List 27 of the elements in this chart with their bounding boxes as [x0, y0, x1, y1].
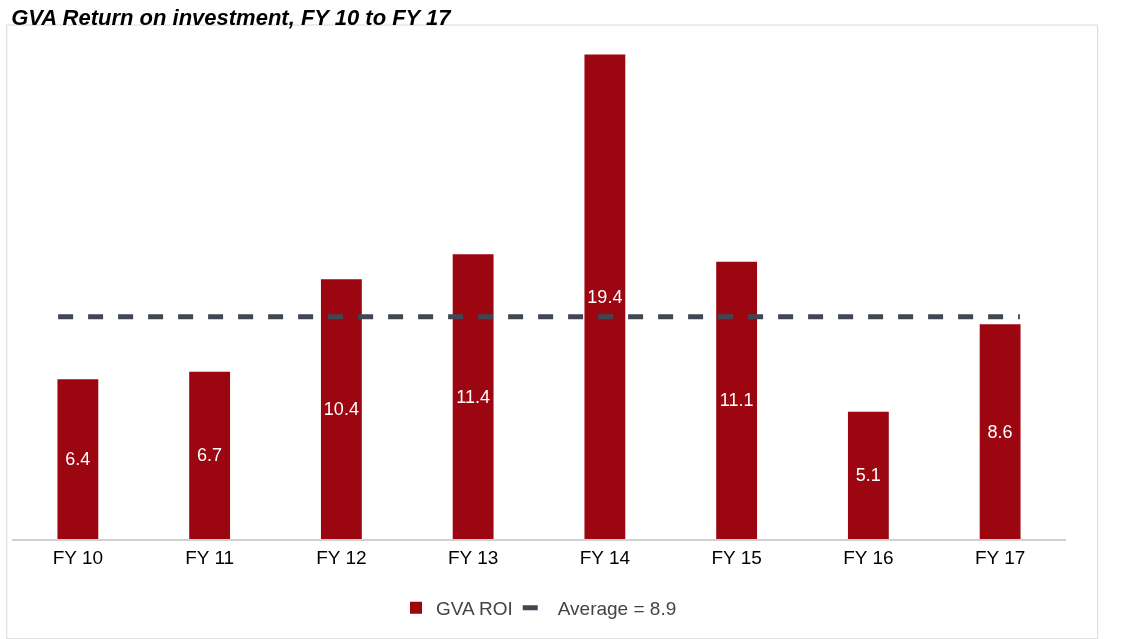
x-tick-label: FY 10: [52, 546, 104, 568]
data-label: 6.4: [65, 449, 91, 470]
bar: [979, 324, 1021, 539]
bar: [847, 411, 889, 539]
data-label: 10.4: [323, 399, 359, 420]
bar: [57, 379, 99, 539]
bar: [452, 254, 494, 539]
x-tick-label: FY 14: [579, 546, 631, 568]
x-tick-label: FY 16: [843, 546, 894, 568]
bar: [189, 371, 231, 539]
data-label: 8.6: [987, 421, 1013, 442]
data-label: 6.7: [197, 445, 223, 466]
bar: [716, 261, 758, 539]
legend-label: GVA ROI: [436, 598, 513, 620]
legend-label: Average = 8.9: [557, 598, 677, 620]
bar: [584, 54, 626, 539]
bar: [320, 279, 362, 539]
x-tick-label: FY 12: [316, 546, 367, 568]
x-tick-label: FY 15: [711, 546, 762, 568]
chart-title: GVA Return on investment, FY 10 to FY 17: [11, 4, 453, 30]
x-tick-label: FY 11: [185, 546, 235, 568]
data-label: 19.4: [587, 286, 623, 307]
data-label: 5.1: [855, 465, 881, 486]
data-label: 11.4: [456, 386, 490, 407]
x-tick-label: FY 13: [447, 546, 499, 568]
data-label: 11.1: [719, 390, 754, 411]
x-tick-label: FY 17: [974, 546, 1026, 568]
